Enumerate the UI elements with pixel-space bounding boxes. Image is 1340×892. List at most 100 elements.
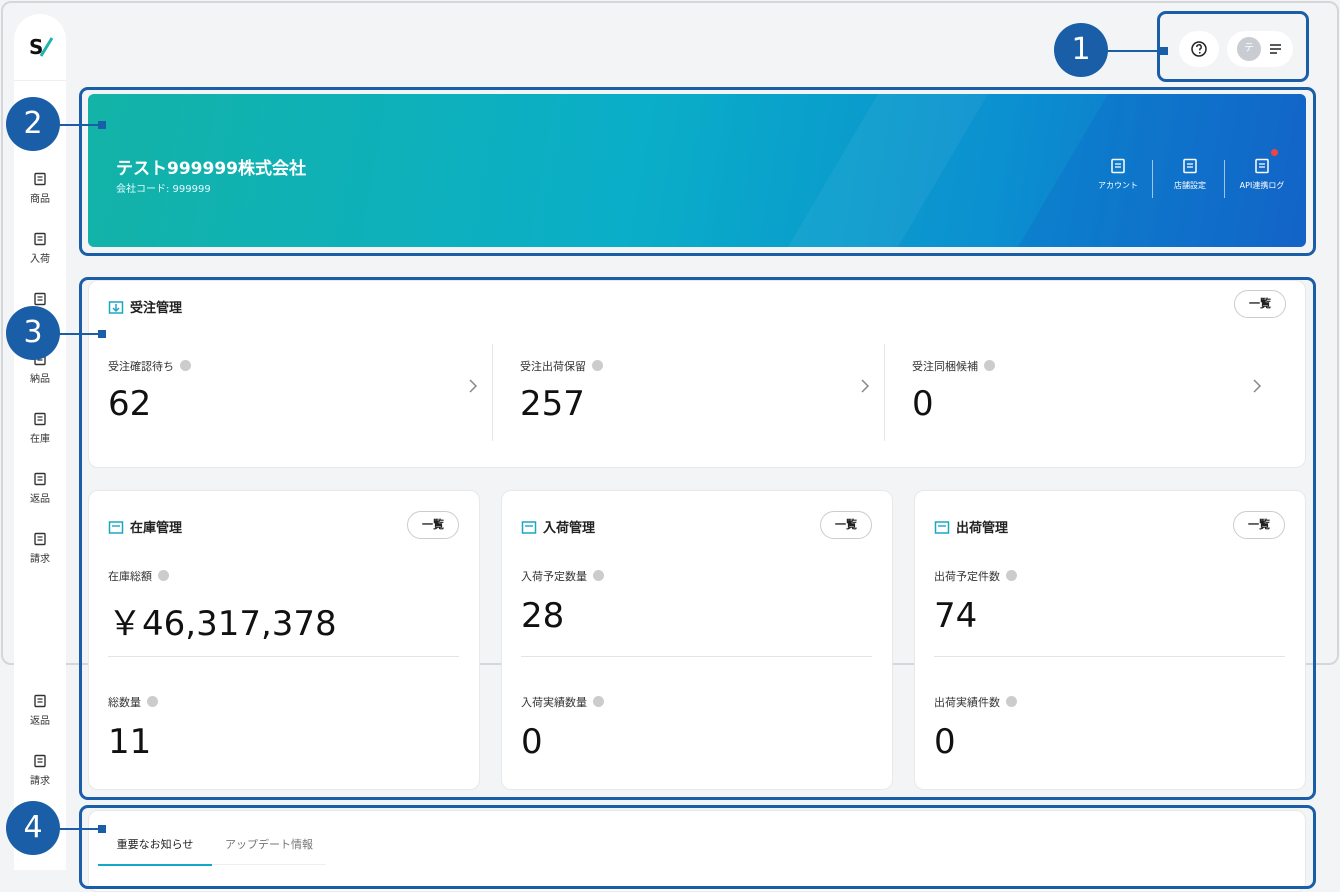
metric-value: 257 bbox=[520, 384, 585, 424]
element bbox=[39, 37, 54, 57]
element bbox=[37, 476, 43, 481]
tab[interactable]: 重要なお知らせ bbox=[98, 836, 212, 866]
avatar: テ bbox=[1237, 37, 1261, 61]
element bbox=[1006, 696, 1017, 707]
highlight-box bbox=[79, 805, 1316, 889]
element bbox=[1187, 163, 1193, 168]
element: 在庫 bbox=[30, 434, 50, 445]
chevron[interactable] bbox=[468, 378, 478, 394]
element bbox=[37, 758, 43, 763]
summary-card bbox=[88, 490, 480, 790]
metric-value: 11 bbox=[108, 722, 152, 762]
element bbox=[1255, 158, 1269, 174]
element bbox=[34, 412, 46, 426]
element bbox=[37, 536, 43, 541]
element: 受注同梱候補 bbox=[912, 360, 978, 373]
nav-item[interactable] bbox=[14, 292, 66, 310]
element bbox=[984, 360, 995, 371]
element bbox=[37, 416, 43, 421]
callout-line bbox=[50, 124, 102, 126]
summary-card bbox=[914, 490, 1306, 790]
element: 返品 bbox=[30, 716, 50, 727]
element: 商品 bbox=[30, 194, 50, 205]
element: 入荷実績数量 bbox=[521, 696, 587, 709]
company-name: テスト999999株式会社 bbox=[116, 159, 306, 179]
element: 総数量 bbox=[108, 696, 141, 709]
nav-item[interactable]: 請求 bbox=[14, 754, 66, 787]
metric-label: 在庫総額 bbox=[108, 568, 169, 584]
element bbox=[34, 172, 46, 186]
callout-marker bbox=[1160, 47, 1168, 55]
element bbox=[147, 696, 158, 707]
list-button[interactable]: 一覧 bbox=[1233, 511, 1285, 539]
nav-item[interactable]: 在庫 bbox=[14, 412, 66, 445]
metric-value: 62 bbox=[108, 384, 152, 424]
banner-action[interactable]: 店舗設定 bbox=[1150, 158, 1230, 191]
element: 在庫総額 bbox=[108, 570, 152, 583]
summary-card bbox=[501, 490, 893, 790]
chevron[interactable] bbox=[860, 378, 870, 394]
element: 店舗設定 bbox=[1174, 181, 1206, 190]
element bbox=[593, 570, 604, 581]
element bbox=[788, 94, 988, 247]
metric-label: 受注確認待ち bbox=[108, 358, 191, 374]
element bbox=[37, 236, 43, 241]
list-button[interactable]: 一覧 bbox=[820, 511, 872, 539]
element bbox=[1259, 163, 1265, 168]
element bbox=[34, 412, 46, 426]
nav-item[interactable]: 返品 bbox=[14, 472, 66, 505]
banner-action[interactable]: API連携ログ bbox=[1222, 158, 1302, 191]
element: 請求 bbox=[30, 776, 50, 787]
nav-item[interactable]: 請求 bbox=[14, 532, 66, 565]
callout: 2 bbox=[6, 97, 60, 151]
element bbox=[1253, 379, 1262, 393]
element: 出荷予定件数 bbox=[934, 570, 1000, 583]
callout-line bbox=[1100, 50, 1164, 52]
element bbox=[521, 521, 537, 534]
element bbox=[34, 172, 46, 186]
chevron[interactable] bbox=[1252, 378, 1262, 394]
element bbox=[1152, 160, 1153, 198]
element bbox=[34, 694, 46, 708]
element bbox=[34, 472, 46, 486]
sidebar: S bbox=[14, 14, 66, 870]
element bbox=[1115, 163, 1121, 168]
nav-item[interactable]: 返品 bbox=[14, 694, 66, 727]
element: アカウント bbox=[1098, 181, 1138, 190]
section-title: 受注管理 bbox=[108, 297, 182, 316]
element bbox=[1006, 570, 1017, 581]
nav-item[interactable]: 入荷 bbox=[14, 232, 66, 265]
callout-line bbox=[50, 828, 102, 830]
element bbox=[1270, 44, 1281, 54]
element bbox=[34, 472, 46, 486]
element bbox=[788, 94, 1306, 247]
element bbox=[34, 754, 46, 768]
element bbox=[37, 296, 43, 301]
metric-value: 0 bbox=[912, 384, 934, 424]
element: 入荷 bbox=[30, 254, 50, 265]
element: 出荷実績件数 bbox=[934, 696, 1000, 709]
element: 請求 bbox=[30, 554, 50, 565]
element bbox=[1224, 160, 1225, 198]
nav-item[interactable]: 商品 bbox=[14, 172, 66, 205]
user-menu[interactable]: テ bbox=[1227, 31, 1293, 67]
metric-value: 28 bbox=[521, 596, 565, 636]
element bbox=[1111, 158, 1125, 174]
element: API連携ログ bbox=[1239, 181, 1285, 190]
banner-action[interactable]: アカウント bbox=[1078, 158, 1158, 191]
metric-label: 出荷予定件数 bbox=[934, 568, 1017, 584]
metric-value: ￥46,317,378 bbox=[108, 604, 337, 644]
list-button[interactable]: 一覧 bbox=[407, 511, 459, 539]
tab[interactable]: アップデート情報 bbox=[212, 836, 326, 865]
element bbox=[1196, 44, 1202, 51]
help-button[interactable] bbox=[1179, 31, 1219, 67]
element bbox=[1255, 158, 1269, 174]
list-button[interactable]: 一覧 bbox=[1234, 290, 1286, 318]
callout: 4 bbox=[6, 801, 60, 855]
element bbox=[108, 521, 124, 534]
notices-panel bbox=[88, 810, 1306, 892]
element bbox=[861, 379, 870, 393]
element: 受注出荷保留 bbox=[520, 360, 586, 373]
element bbox=[1183, 158, 1197, 174]
